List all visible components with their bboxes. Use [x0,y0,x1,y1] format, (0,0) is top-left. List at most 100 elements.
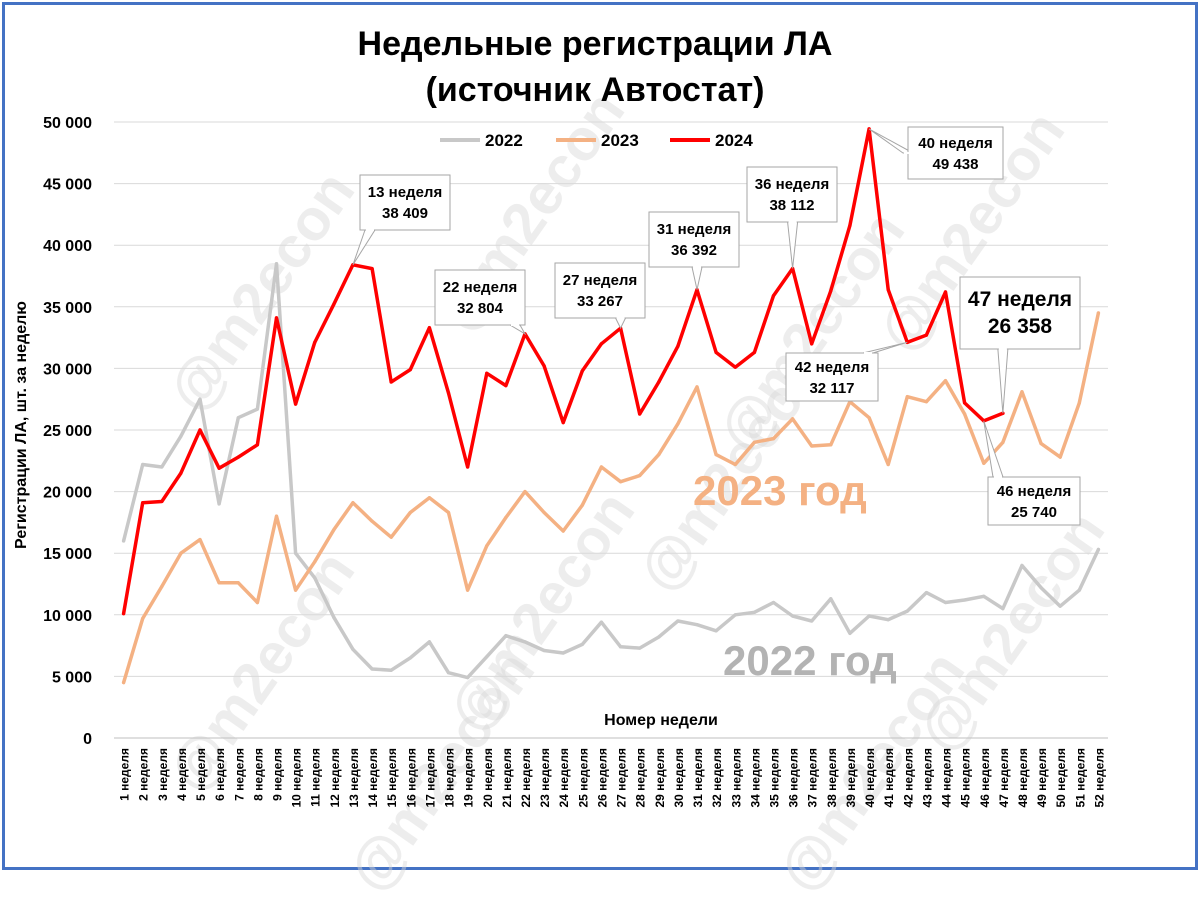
data-point-2022 [1001,607,1005,611]
x-tick-label: 33 неделя [729,748,743,808]
data-point-2023 [160,584,164,589]
data-point-2022 [1058,604,1062,608]
callout-value: 33 267 [577,293,623,310]
callout-pointer [691,266,703,290]
data-point-2024 [561,421,565,425]
data-point-2022 [638,646,642,650]
data-point-2024 [638,412,642,416]
data-point-2022 [867,614,871,618]
y-axis-title: Регистрации ЛА, шт. за неделю [13,301,30,549]
y-tick-label: 30 000 [43,361,92,378]
data-point-2022 [427,640,432,644]
chart-title-line: Недельные регистрации ЛА [358,25,833,63]
callout-week: 46 неделя [997,483,1071,500]
callout-pointer [983,420,1004,478]
data-point-2023 [389,535,393,539]
data-point-2024 [236,455,240,459]
callout-week: 42 неделя [795,359,869,376]
series-line-2022 [121,261,1101,680]
data-point-2022 [466,676,470,680]
data-point-2023 [198,538,202,542]
data-point-2022 [905,609,909,613]
x-tick-label: 12 неделя [328,748,342,808]
callout-pointer [614,317,627,330]
data-point-2023 [217,581,221,585]
data-point-2022 [408,656,412,660]
data-point-2022 [1077,588,1081,592]
x-tick-label: 36 неделя [787,748,801,808]
x-tick-label: 7 неделя [232,748,246,801]
data-point-2023 [599,465,604,469]
x-tick-label: 42 неделя [901,748,915,808]
callout-box [554,262,646,319]
data-point-2023 [1020,390,1024,394]
data-point-2023 [886,462,890,467]
data-point-2023 [771,437,776,441]
data-point-2022 [982,594,986,598]
callout-pointer [352,229,376,266]
callout-value: 49 438 [933,156,979,173]
data-point-2023 [141,616,145,621]
y-tick-label: 40 000 [43,238,92,255]
x-axis-title: Номер недели [604,712,718,729]
data-point-2023 [714,453,718,457]
x-tick-label: 8 неделя [251,748,265,801]
data-point-2023 [657,453,661,457]
x-tick-label: 17 неделя [423,748,437,808]
data-point-2023 [1001,440,1005,444]
callout-value: 38 112 [769,197,814,214]
data-point-2024 [599,342,604,346]
data-point-2022 [332,615,336,619]
x-tick-label: 26 неделя [595,748,609,808]
x-tick-label: 13 неделя [347,748,361,808]
data-point-2022 [924,591,929,595]
data-point-2024 [542,364,546,368]
data-point-2023 [561,529,565,533]
x-tick-label: 43 неделя [920,748,934,808]
data-point-2024 [466,465,470,469]
data-point-2023 [236,581,240,585]
data-point-2022 [829,597,833,601]
y-tick-label: 35 000 [43,300,92,317]
data-point-2023 [676,422,680,426]
data-point-2022 [523,640,527,644]
data-point-2024 [829,289,833,293]
data-point-2023 [1039,441,1043,446]
callout-week: 47 неделя [968,288,1072,311]
data-point-2024 [121,611,126,616]
data-point-2022 [141,462,145,467]
callout-box [434,269,526,326]
data-point-2022 [293,551,298,555]
data-point-2022 [599,620,604,624]
data-point-2024 [217,466,221,470]
x-tick-label: 29 неделя [653,748,667,808]
data-point-2024 [943,290,948,294]
callout-pointer [508,324,527,336]
y-tick-label: 45 000 [43,177,92,194]
data-point-2024 [771,294,776,298]
data-point-2022 [1020,563,1024,568]
data-point-2024 [332,302,336,306]
callout-week: 31 неделя [657,221,731,238]
x-tick-label: 9 неделя [270,748,284,801]
data-point-2023 [1096,311,1101,315]
data-point-2022 [657,635,661,639]
data-point-2023 [1077,401,1081,405]
x-tick-label: 30 неделя [672,748,686,808]
data-point-2023 [790,417,795,421]
data-point-2023 [1058,455,1062,459]
data-point-2022 [313,576,317,580]
data-point-2022 [160,465,164,469]
data-point-2023 [408,510,412,515]
data-point-2024 [733,365,737,369]
data-point-2024 [313,340,317,345]
data-point-2024 [408,368,412,372]
x-tick-label: 24 неделя [557,748,571,808]
data-point-2022 [695,623,699,627]
callout-box [959,276,1081,350]
data-point-2023 [695,385,699,389]
data-point-2024 [141,501,145,505]
data-point-2023 [943,379,948,383]
x-tick-label: 6 неделя [213,748,227,801]
data-point-2024 [370,267,374,271]
